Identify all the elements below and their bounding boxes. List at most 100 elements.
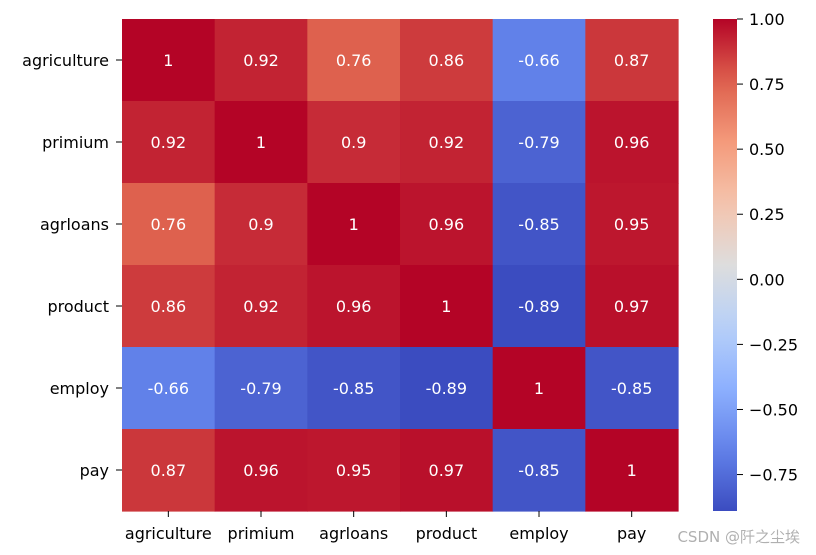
colorbar-gradient xyxy=(713,19,737,511)
cell-value-label: -0.85 xyxy=(333,379,374,398)
cell-value-label: -0.79 xyxy=(518,133,559,152)
cell-value-label: -0.66 xyxy=(518,51,559,70)
cell-value-label: 0.96 xyxy=(429,215,465,234)
cell-value-label: 0.92 xyxy=(243,51,279,70)
x-tick-label: employ xyxy=(509,524,568,543)
heatmap-cell-primium-product xyxy=(400,101,494,184)
heatmap-cell-agrloans-primium xyxy=(214,183,308,266)
heatmap-cell-pay-agriculture xyxy=(122,429,216,512)
cell-value-label: 0.96 xyxy=(614,133,650,152)
cell-value-label: 0.86 xyxy=(151,297,187,316)
y-tick-label: agrloans xyxy=(40,215,109,234)
cell-value-label: 0.95 xyxy=(336,461,372,480)
heatmap-cell-agrloans-agrloans xyxy=(307,183,401,266)
colorbar-tick-label: 0.75 xyxy=(749,75,785,94)
cell-value-label: 0.86 xyxy=(429,51,465,70)
heatmap-cell-employ-product xyxy=(400,347,494,430)
cell-value-label: 0.97 xyxy=(614,297,650,316)
cell-value-label: 0.92 xyxy=(151,133,187,152)
cell-value-label: -0.89 xyxy=(518,297,559,316)
heatmap-cell-primium-employ xyxy=(492,101,586,184)
x-tick-label: agriculture xyxy=(125,524,212,543)
cell-value-label: 0.87 xyxy=(614,51,650,70)
watermark: CSDN @阡之尘埃 xyxy=(677,528,800,546)
heatmap-cell-agriculture-primium xyxy=(214,19,308,102)
heatmap-cell-product-primium xyxy=(214,265,308,348)
y-tick-label: product xyxy=(47,297,109,316)
x-tick-label: agrloans xyxy=(319,524,388,543)
cell-value-label: -0.66 xyxy=(148,379,189,398)
colorbar-tick-label: 0.00 xyxy=(749,270,785,289)
heatmap-cell-employ-agrloans xyxy=(307,347,401,430)
colorbar-tick-label: −0.25 xyxy=(749,335,798,354)
cell-value-label: 0.95 xyxy=(614,215,650,234)
x-axis: agriculture primium agrloans product employ p… xyxy=(125,511,646,543)
heatmap-cell-product-pay xyxy=(585,265,679,348)
y-tick-label: primium xyxy=(42,133,109,152)
cell-value-label: -0.89 xyxy=(426,379,467,398)
heatmap-cell-agrloans-employ xyxy=(492,183,586,266)
heatmap-cell-employ-employ xyxy=(492,347,586,430)
heatmap-cell-employ-pay xyxy=(585,347,679,430)
cell-value-label: -0.79 xyxy=(240,379,281,398)
cell-value-label: 0.92 xyxy=(429,133,465,152)
heatmap-cell-employ-primium xyxy=(214,347,308,430)
heatmap-cell-pay-product xyxy=(400,429,494,512)
heatmap-cell-primium-agriculture xyxy=(122,101,216,184)
cell-value-label: 0.97 xyxy=(429,461,465,480)
heatmap-cell-agrloans-agriculture xyxy=(122,183,216,266)
colorbar: 1.00 0.75 0.50 0.25 0.00 −0.25 −0.50 −0.75 xyxy=(713,10,798,511)
cell-value-label: -0.85 xyxy=(518,215,559,234)
cell-value-label: 1 xyxy=(349,215,359,234)
x-tick-label: product xyxy=(416,524,478,543)
colorbar-tick-label: 0.50 xyxy=(749,140,785,159)
cell-value-label: 0.9 xyxy=(341,133,366,152)
y-tick-label: pay xyxy=(80,461,109,480)
heatmap-cells xyxy=(122,19,679,512)
heatmap-cell-agrloans-product xyxy=(400,183,494,266)
heatmap-cell-agriculture-employ xyxy=(492,19,586,102)
heatmap-cell-primium-pay xyxy=(585,101,679,184)
cell-value-label: 1 xyxy=(534,379,544,398)
heatmap-cell-agriculture-pay xyxy=(585,19,679,102)
cell-value-label: -0.85 xyxy=(518,461,559,480)
x-tick-label: pay xyxy=(617,524,646,543)
heatmap-cell-pay-pay xyxy=(585,429,679,512)
heatmap-cell-agrloans-pay xyxy=(585,183,679,266)
y-tick-label: employ xyxy=(50,379,109,398)
heatmap-cell-primium-agrloans xyxy=(307,101,401,184)
heatmap-cell-pay-employ xyxy=(492,429,586,512)
cell-value-label: 0.92 xyxy=(243,297,279,316)
colorbar-tick-label: 1.00 xyxy=(749,10,785,29)
heatmap-cell-employ-agriculture xyxy=(122,347,216,430)
cell-value-label: 0.96 xyxy=(243,461,279,480)
heatmap-cell-pay-primium xyxy=(214,429,308,512)
heatmap-cell-product-product xyxy=(400,265,494,348)
cell-value-label: 1 xyxy=(256,133,266,152)
heatmap-cell-product-agrloans xyxy=(307,265,401,348)
cell-value-label: 0.76 xyxy=(336,51,372,70)
heatmap-cell-labels: 1 0.92 0.76 0.86 -0.66 0.87 0.92 1 0.9 0.92 -0.79 0… xyxy=(148,51,653,480)
heatmap-cell-agriculture-product xyxy=(400,19,494,102)
cell-value-label: 1 xyxy=(627,461,637,480)
colorbar-tick-label: −0.75 xyxy=(749,466,798,485)
heatmap-cell-pay-agrloans xyxy=(307,429,401,512)
cell-value-label: 0.9 xyxy=(248,215,273,234)
y-axis: agriculture primium agrloans product employ p… xyxy=(22,51,122,480)
heatmap-cell-agriculture-agriculture xyxy=(122,19,216,102)
y-tick-label: agriculture xyxy=(22,51,109,70)
cell-value-label: 0.96 xyxy=(336,297,372,316)
colorbar-tick-label: −0.50 xyxy=(749,400,798,419)
x-tick-label: primium xyxy=(228,524,295,543)
heatmap-cell-primium-primium xyxy=(214,101,308,184)
cell-value-label: 1 xyxy=(163,51,173,70)
cell-value-label: -0.85 xyxy=(611,379,652,398)
cell-value-label: 0.87 xyxy=(151,461,187,480)
cell-value-label: 0.76 xyxy=(151,215,187,234)
colorbar-tick-label: 0.25 xyxy=(749,205,785,224)
heatmap-cell-product-agriculture xyxy=(122,265,216,348)
heatmap-cell-agriculture-agrloans xyxy=(307,19,401,102)
cell-value-label: 1 xyxy=(441,297,451,316)
heatmap-cell-product-employ xyxy=(492,265,586,348)
